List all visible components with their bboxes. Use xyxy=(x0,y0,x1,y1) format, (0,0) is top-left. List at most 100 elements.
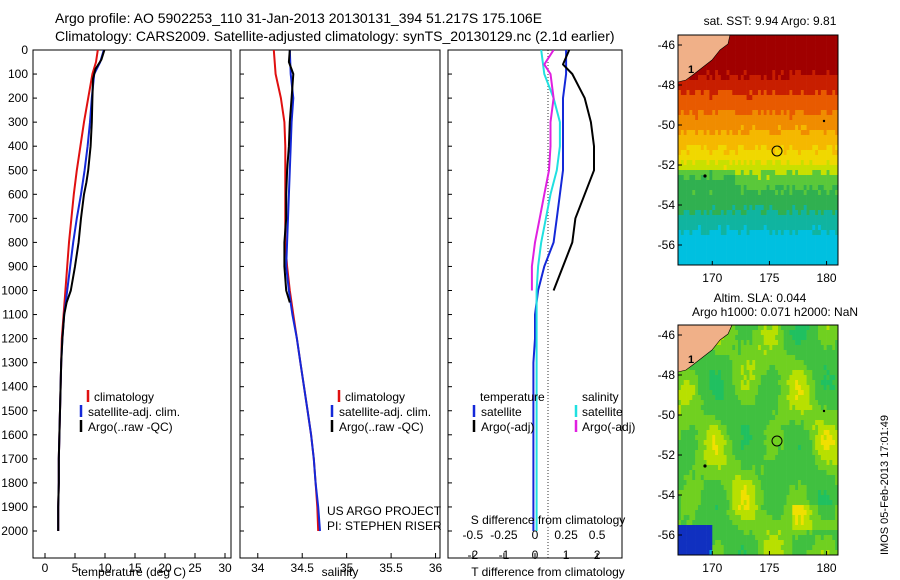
sla-cell xyxy=(772,490,776,496)
sla-cell xyxy=(800,445,805,451)
sla-cell xyxy=(835,435,838,441)
sla-cell xyxy=(683,425,687,431)
sla-cell xyxy=(706,500,710,506)
sla-cell xyxy=(780,395,785,401)
sst-cell xyxy=(718,220,722,226)
sst-cell xyxy=(809,95,813,101)
sla-cell xyxy=(732,485,736,491)
salinity-tick-label: 35.5 xyxy=(379,561,403,575)
sst-cell xyxy=(732,175,736,181)
sst-cell xyxy=(700,200,705,206)
sla-cell xyxy=(712,435,716,441)
sst-cell xyxy=(809,85,813,91)
sst-cell xyxy=(752,180,756,186)
sla-cell xyxy=(826,425,830,431)
sla-cell xyxy=(700,410,705,416)
sla-cell xyxy=(680,405,685,411)
sst-cell xyxy=(829,35,833,41)
sla-cell xyxy=(680,375,685,381)
sst-cell xyxy=(778,260,782,265)
sla-cell xyxy=(772,470,776,476)
sst-cell xyxy=(812,180,816,186)
profile-title: Argo profile: AO 5902253_110 31-Jan-2013… xyxy=(55,10,543,26)
sst-cell xyxy=(815,200,819,206)
sst-cell xyxy=(746,85,750,91)
sla-cell xyxy=(780,425,785,431)
sla-cell xyxy=(749,365,753,371)
sla-cell xyxy=(700,365,705,371)
sst-cell xyxy=(715,215,719,221)
sst-cell xyxy=(823,180,827,186)
sst-cell xyxy=(823,60,827,66)
sla-cell xyxy=(749,445,753,451)
sla-cell xyxy=(798,380,802,386)
sst-cell xyxy=(703,220,707,226)
sla-cell xyxy=(815,440,819,446)
sla-cell xyxy=(746,430,750,436)
sla-cell xyxy=(780,375,785,381)
sla-cell xyxy=(775,505,779,511)
sla-cell xyxy=(729,400,733,406)
sst-cell xyxy=(832,45,836,51)
sla-cell xyxy=(752,400,756,406)
sst-cell xyxy=(806,260,810,265)
sst-cell xyxy=(829,70,833,76)
sst-cell xyxy=(752,35,756,41)
sst-cell xyxy=(812,250,816,256)
sst-cell xyxy=(818,250,822,256)
sst-cell xyxy=(743,205,747,211)
sst-cell xyxy=(789,65,793,71)
sla-cell xyxy=(758,350,762,356)
sst-cell xyxy=(820,230,825,236)
sst-cell xyxy=(712,140,716,146)
sla-cell xyxy=(763,395,767,401)
sst-cell xyxy=(786,230,790,236)
sla-cell xyxy=(783,450,787,456)
sst-cell xyxy=(692,225,696,231)
sla-cell xyxy=(818,405,822,411)
sla-cell xyxy=(738,370,742,376)
sla-cell xyxy=(732,480,736,486)
sla-cell xyxy=(749,475,753,481)
sla-cell xyxy=(706,385,710,391)
sst-cell xyxy=(769,160,773,166)
sst-cell xyxy=(720,235,725,241)
sst-cell xyxy=(806,165,810,171)
sst-cell xyxy=(698,110,702,116)
sst-cell xyxy=(769,195,773,201)
sst-cell xyxy=(789,180,793,186)
sla-cell xyxy=(806,345,810,351)
sla-cell xyxy=(806,395,810,401)
sla-cell xyxy=(826,410,830,416)
sst-cell xyxy=(820,255,825,261)
sst-cell xyxy=(718,75,722,81)
sla-cell xyxy=(683,415,687,421)
sla-cell xyxy=(729,440,733,446)
sla-cell xyxy=(829,375,833,381)
sla-cell xyxy=(778,355,782,361)
sla-cell xyxy=(686,370,690,376)
sst-cell xyxy=(703,190,707,196)
sla-cell xyxy=(715,350,719,356)
sst-cell xyxy=(692,230,696,236)
sst-cell xyxy=(795,215,799,221)
sst-cell xyxy=(820,65,825,71)
sst-cell xyxy=(766,250,770,256)
sst-cell xyxy=(835,120,838,126)
sst-cell xyxy=(812,60,816,66)
sst-cell xyxy=(743,100,747,106)
sla-cell xyxy=(803,440,807,446)
sst-cell xyxy=(766,135,770,141)
sst-cell xyxy=(746,200,750,206)
sla-cell xyxy=(680,505,685,511)
sst-cell xyxy=(783,165,787,171)
sst-cell xyxy=(706,165,710,171)
sla-cell xyxy=(692,505,696,511)
sst-cell xyxy=(726,80,730,86)
sst-cell xyxy=(803,70,807,76)
sst-cell xyxy=(815,230,819,236)
sla-cell xyxy=(709,410,713,416)
sla-cell xyxy=(758,465,762,471)
sla-cell xyxy=(809,480,813,486)
sla-cell xyxy=(769,505,773,511)
